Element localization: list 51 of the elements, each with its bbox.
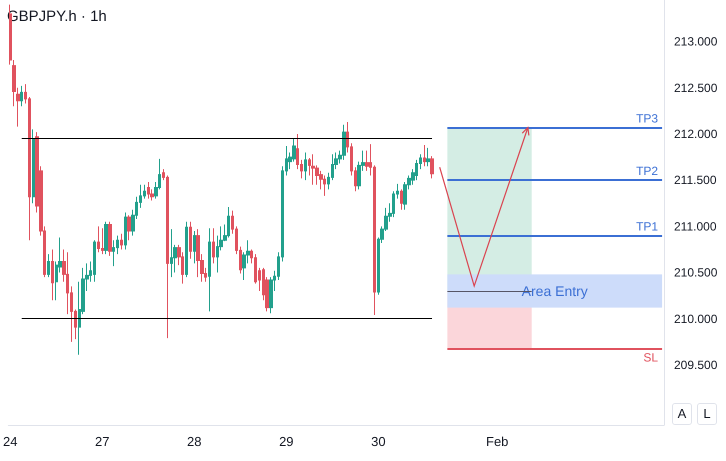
- candlestick: [430, 156, 434, 179]
- candlestick: [193, 230, 196, 264]
- candlestick: [104, 221, 108, 255]
- candlestick: [196, 228, 200, 278]
- candlestick: [208, 228, 211, 312]
- candlestick: [112, 240, 115, 267]
- candlestick: [185, 221, 188, 278]
- candlestick: [400, 188, 403, 210]
- x-tick-label: 28: [187, 434, 202, 449]
- candlestick: [47, 254, 50, 278]
- candlestick: [189, 221, 192, 260]
- candlestick: [342, 124, 346, 160]
- band-label: Area Entry: [522, 283, 588, 300]
- ref-line-label: SL: [643, 350, 658, 364]
- ref-line-label: TP1: [636, 220, 658, 234]
- ref-line-label: TP2: [636, 164, 658, 178]
- candlestick: [20, 85, 23, 107]
- candlestick: [323, 175, 326, 196]
- candlestick: [120, 233, 123, 250]
- candlestick: [51, 248, 54, 301]
- candlestick: [127, 214, 131, 241]
- candlestick: [124, 212, 127, 250]
- candlestick: [304, 152, 307, 181]
- text: A: [672, 403, 692, 425]
- candlestick: [311, 154, 315, 186]
- candlestick: [423, 144, 426, 167]
- candlestick: [97, 226, 100, 253]
- y-tick-label: 210.000: [674, 312, 718, 326]
- x-tick-label: 29: [279, 434, 294, 449]
- y-tick-label: 211.000: [674, 219, 717, 234]
- y-tick-label: 211.500: [674, 173, 717, 188]
- candlestick: [32, 128, 35, 204]
- candlestick: [147, 182, 150, 200]
- x-tick-label: Feb: [486, 434, 508, 449]
- candlestick: [101, 228, 104, 255]
- x-tick-label: 30: [371, 434, 386, 449]
- candlestick: [170, 228, 173, 278]
- y-tick-label: 212.000: [674, 126, 718, 141]
- y-tick-label: 210.500: [674, 266, 718, 280]
- x-tick-label: 27: [95, 434, 110, 449]
- candlestick: [227, 206, 230, 238]
- x-tick-label: 24: [2, 434, 18, 449]
- y-tick-label: 212.500: [674, 80, 718, 95]
- y-tick-label: 209.500: [674, 358, 718, 372]
- candlestick: [108, 221, 112, 256]
- candlestick: [212, 228, 215, 264]
- y-tick-label: 213.000: [674, 34, 718, 49]
- candlestick: [426, 147, 430, 167]
- text: L: [697, 403, 717, 425]
- candlestick: [93, 240, 96, 282]
- ref-line-label: TP3: [636, 112, 658, 126]
